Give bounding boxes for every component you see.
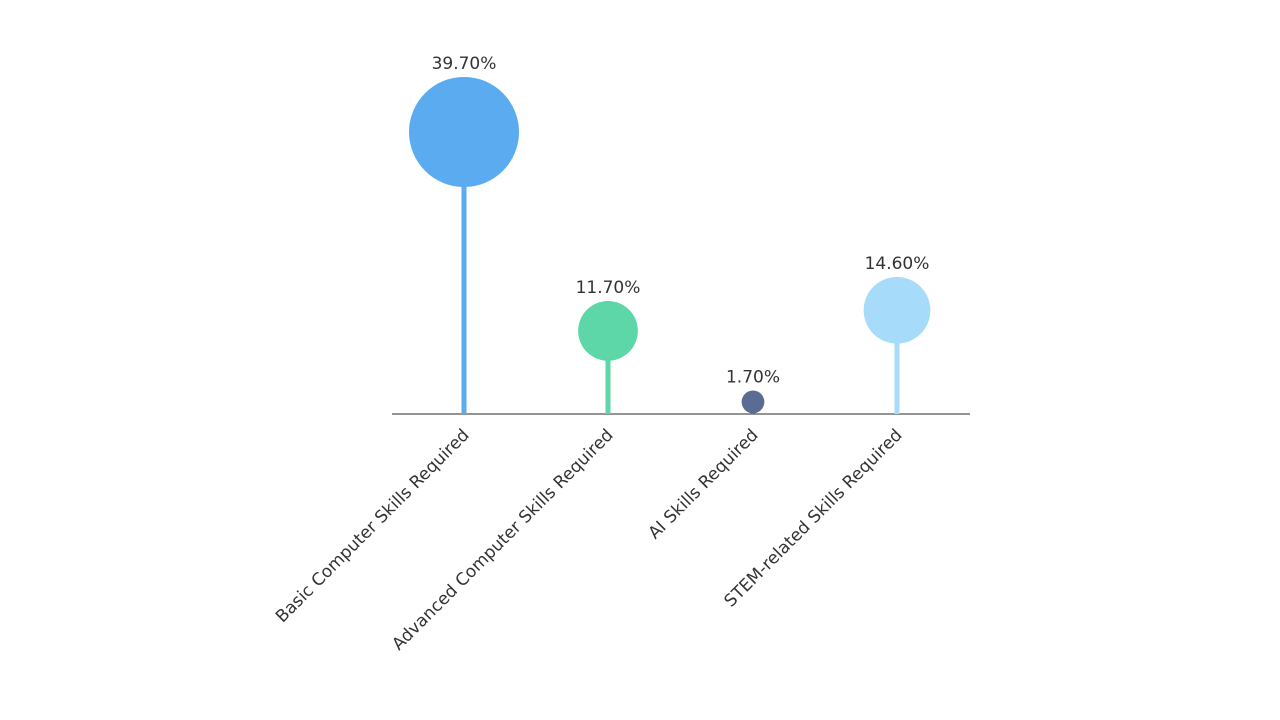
lollipop-head [863,276,931,344]
data-label: 11.70% [576,278,641,298]
data-label: 39.70% [432,54,497,74]
x-tick-label: Advanced Computer Skills Required [388,425,617,654]
x-tick-label: AI Skills Required [645,425,763,543]
data-label: 1.70% [726,368,780,388]
lollipop-head [741,390,765,414]
lollipop-head [409,77,519,187]
chart-marks: 39.70%Basic Computer Skills Required11.7… [272,54,931,655]
data-label: 14.60% [865,254,930,274]
lollipop-head [578,301,638,361]
